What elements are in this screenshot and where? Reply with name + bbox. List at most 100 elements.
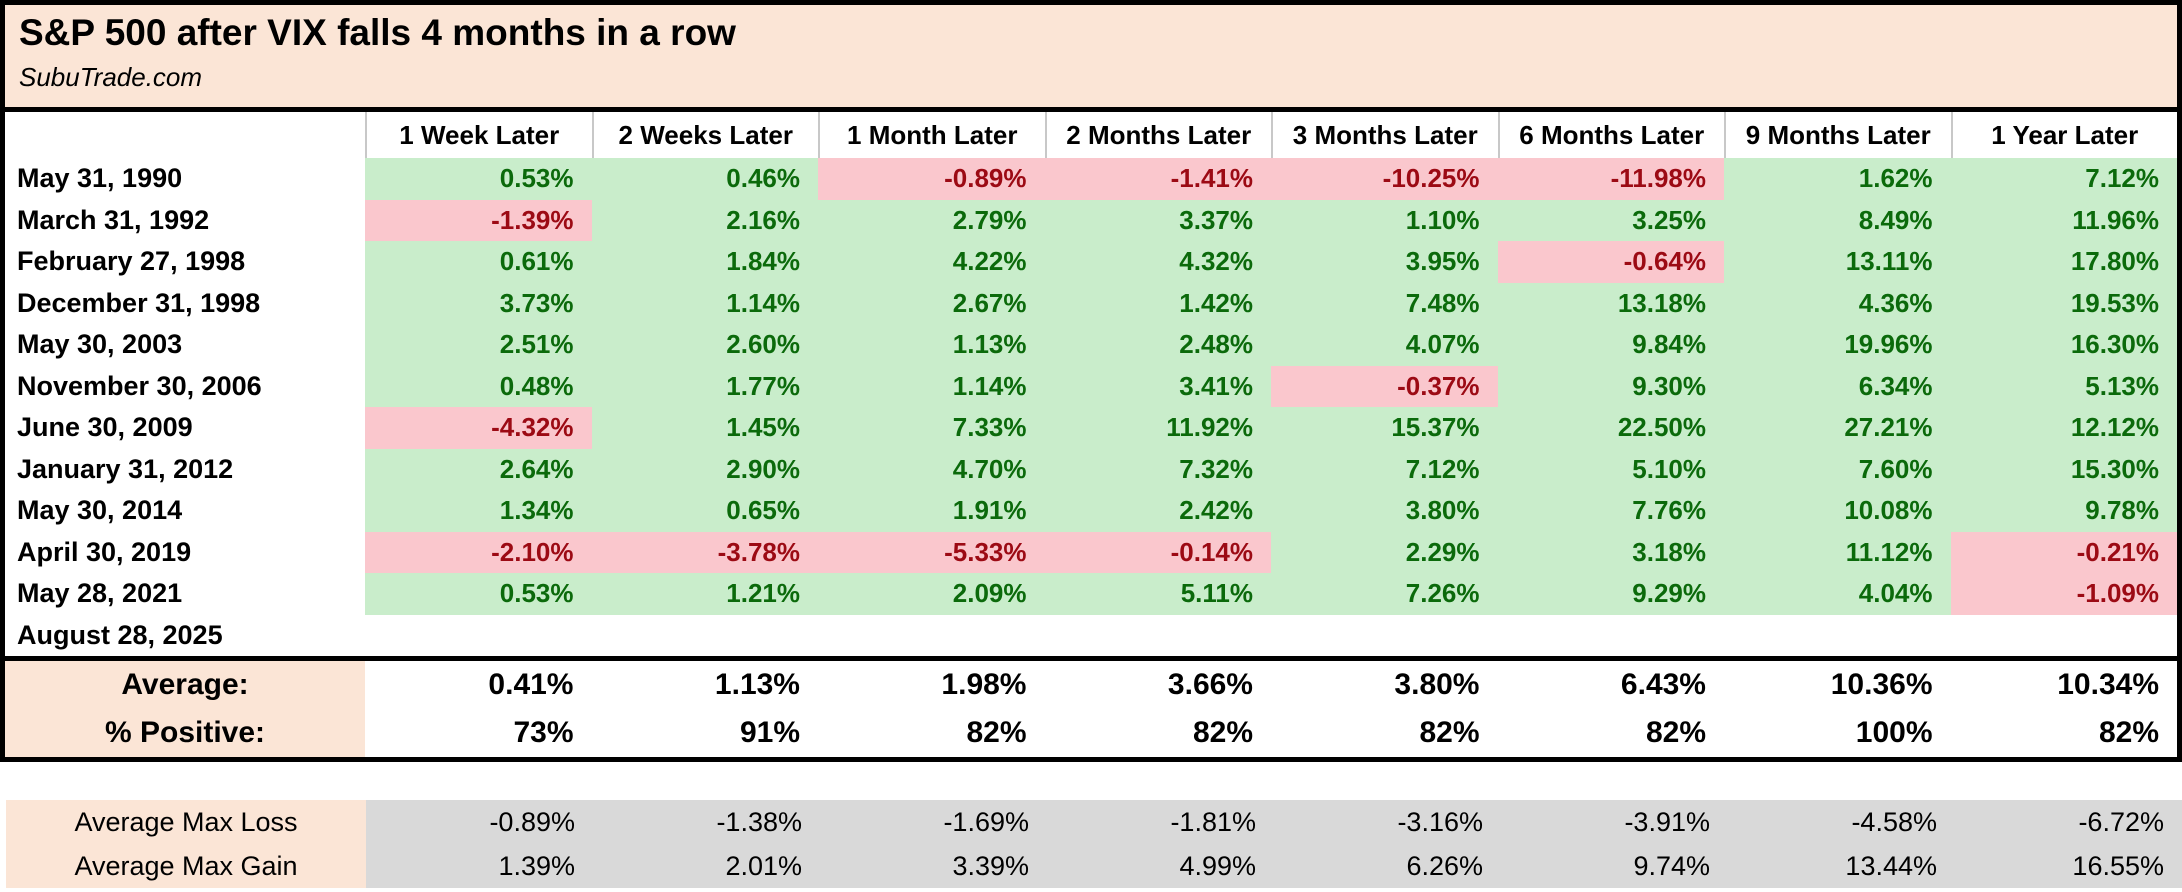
value-cell: -6.72% <box>1955 800 2182 844</box>
date-cell: May 30, 2003 <box>17 329 183 360</box>
value-cell: 1.98% <box>941 668 1027 701</box>
value-cell: 2.60% <box>591 324 818 366</box>
date-cell: May 31, 1990 <box>17 163 183 194</box>
value-cell: 1.14% <box>818 365 1045 407</box>
value-cell: 17.80% <box>1950 241 2177 283</box>
value-cell: 0.41% <box>488 668 574 701</box>
column-header: 1 Year Later <box>1950 112 2178 158</box>
value-cell: 0.46% <box>591 158 818 200</box>
value-cell: -5.33% <box>818 531 1045 573</box>
value-cell: 100% <box>1855 716 1933 749</box>
value-cell: 8.49% <box>1724 199 1951 241</box>
table-body: May 31, 1990 0.53% 0.46% -0.89% -1.41% -10.25… <box>5 158 2177 656</box>
value-cell: 7.26% <box>1271 573 1498 615</box>
value-cell <box>1724 615 1951 657</box>
value-cell: 4.36% <box>1724 282 1951 324</box>
value-cell: -0.21% <box>1950 531 2177 573</box>
value-cell: -3.16% <box>1274 800 1501 844</box>
value-cell: 2.51% <box>365 324 592 366</box>
value-cell: 1.91% <box>818 490 1045 532</box>
value-cell: 1.42% <box>1044 282 1271 324</box>
value-cell: -1.38% <box>593 800 820 844</box>
avg-max-loss-label: Average Max Loss <box>6 800 366 844</box>
value-cell: -2.10% <box>365 531 592 573</box>
value-cell: 0.48% <box>365 365 592 407</box>
value-cell: 0.53% <box>365 158 592 200</box>
date-cell: March 31, 1992 <box>17 204 210 235</box>
column-header: 9 Months Later <box>1724 112 1951 158</box>
corner-cell <box>5 112 365 158</box>
value-cell: 3.37% <box>1044 199 1271 241</box>
value-cell: 1.34% <box>365 490 592 532</box>
table-row: February 27, 1998 0.61% 1.84% 4.22% 4.32% 3.9… <box>5 241 2177 283</box>
source-text: SubuTrade.com <box>19 62 203 92</box>
value-cell: 82% <box>1419 716 1480 749</box>
value-cell: 4.99% <box>1047 844 1274 888</box>
value-cell: 11.92% <box>1044 407 1271 449</box>
value-cell: 13.18% <box>1497 282 1724 324</box>
column-header-row: 1 Week Later 2 Weeks Later 1 Month Later 2 … <box>5 112 2177 158</box>
value-cell: 2.90% <box>591 448 818 490</box>
value-cell: 10.34% <box>2057 668 2159 701</box>
value-cell: 2.67% <box>818 282 1045 324</box>
value-cell: 2.79% <box>818 199 1045 241</box>
average-row: Average: 0.41% 1.13% 1.98% 3.66% 3.80% 6.43% 1… <box>5 661 2177 709</box>
value-cell: -1.69% <box>820 800 1047 844</box>
value-cell: 82% <box>1192 716 1253 749</box>
value-cell: 5.13% <box>1950 365 2177 407</box>
value-cell: 82% <box>1645 716 1706 749</box>
value-cell: 1.14% <box>591 282 818 324</box>
value-cell: 9.78% <box>1950 490 2177 532</box>
date-cell: January 31, 2012 <box>17 453 234 484</box>
value-cell: 4.70% <box>818 448 1045 490</box>
value-cell: 91% <box>739 716 800 749</box>
value-cell: 4.04% <box>1724 573 1951 615</box>
value-cell: -1.39% <box>365 199 592 241</box>
value-cell: -11.98% <box>1497 158 1724 200</box>
value-cell: 2.64% <box>365 448 592 490</box>
column-header: 2 Weeks Later <box>591 112 819 158</box>
value-cell: 16.55% <box>1955 844 2182 888</box>
summary-block: Average: 0.41% 1.13% 1.98% 3.66% 3.80% 6.43% 1… <box>5 656 2177 762</box>
table-row: June 30, 2009 -4.32% 1.45% 7.33% 11.92% 15.37… <box>5 407 2177 449</box>
value-cell: -0.37% <box>1271 365 1498 407</box>
table-row: May 28, 2021 0.53% 1.21% 2.09% 5.11% 7.26% 9.2… <box>5 573 2177 615</box>
value-cell: 3.66% <box>1167 668 1253 701</box>
value-cell: 6.26% <box>1274 844 1501 888</box>
value-cell: 3.80% <box>1394 668 1480 701</box>
title-block: S&P 500 after VIX falls 4 months in a ro… <box>5 5 2177 112</box>
value-cell: 2.16% <box>591 199 818 241</box>
value-cell: 2.42% <box>1044 490 1271 532</box>
value-cell: 7.33% <box>818 407 1045 449</box>
date-cell: June 30, 2009 <box>17 412 193 443</box>
value-cell: 10.08% <box>1724 490 1951 532</box>
value-cell: 4.22% <box>818 241 1045 283</box>
value-cell: 16.30% <box>1950 324 2177 366</box>
avg-max-loss-row: Average Max Loss -0.89% -1.38% -1.69% -1.81… <box>6 800 2182 844</box>
value-cell: -3.91% <box>1501 800 1728 844</box>
value-cell: 0.65% <box>591 490 818 532</box>
value-cell: 5.11% <box>1044 573 1271 615</box>
value-cell: 1.45% <box>591 407 818 449</box>
value-cell: 7.12% <box>1271 448 1498 490</box>
value-cell: 7.12% <box>1950 158 2177 200</box>
value-cell: -4.58% <box>1728 800 1955 844</box>
value-cell <box>1271 615 1498 657</box>
value-cell: 10.36% <box>1830 668 1933 701</box>
pct-positive-label: % Positive: <box>5 709 365 757</box>
value-cell: 2.29% <box>1271 531 1498 573</box>
value-cell: 1.39% <box>366 844 593 888</box>
table-row: May 31, 1990 0.53% 0.46% -0.89% -1.41% -10.25… <box>5 158 2177 200</box>
value-cell: -0.89% <box>818 158 1045 200</box>
value-cell: 11.12% <box>1724 531 1951 573</box>
value-cell: 15.30% <box>1950 448 2177 490</box>
value-cell <box>818 615 1045 657</box>
date-cell: August 28, 2025 <box>17 619 223 650</box>
value-cell: 1.77% <box>591 365 818 407</box>
table-row: November 30, 2006 0.48% 1.77% 1.14% 3.41% -0.… <box>5 365 2177 407</box>
table-row: August 28, 2025 <box>5 615 2177 657</box>
value-cell <box>1498 615 1725 657</box>
value-cell: 73% <box>513 716 574 749</box>
date-cell: May 28, 2021 <box>17 578 183 609</box>
value-cell: 2.01% <box>593 844 820 888</box>
